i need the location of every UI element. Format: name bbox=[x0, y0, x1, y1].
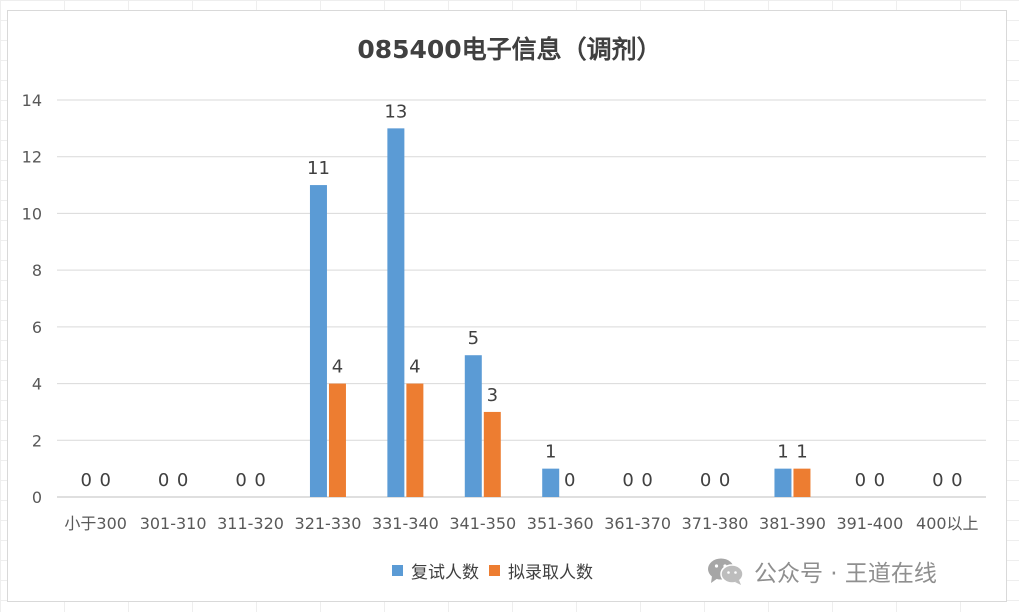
data-label: 0 bbox=[874, 470, 885, 491]
chart-legend: 复试人数 拟录取人数 bbox=[392, 558, 593, 583]
x-tick-label: 341-350 bbox=[449, 514, 516, 533]
y-tick-label: 10 bbox=[22, 204, 42, 223]
data-label: 0 bbox=[235, 470, 246, 491]
x-tick-label: 381-390 bbox=[759, 514, 826, 533]
watermark: 公众号 · 王道在线 bbox=[706, 554, 937, 588]
data-label: 11 bbox=[307, 158, 330, 179]
data-label: 0 bbox=[254, 470, 265, 491]
data-label: 0 bbox=[700, 470, 711, 491]
legend-label-series-2: 拟录取人数 bbox=[508, 563, 593, 583]
bar-series-2 bbox=[406, 383, 424, 497]
y-tick-label: 14 bbox=[22, 91, 42, 110]
data-label: 0 bbox=[622, 470, 633, 491]
data-label: 4 bbox=[332, 357, 343, 378]
chart-area[interactable] bbox=[7, 10, 1007, 602]
data-label: 0 bbox=[951, 470, 962, 491]
bar-series-1 bbox=[387, 128, 405, 497]
y-tick-label: 2 bbox=[32, 431, 42, 450]
legend-swatch-series-1 bbox=[392, 565, 403, 576]
data-label: 0 bbox=[641, 470, 652, 491]
data-label: 0 bbox=[99, 470, 110, 491]
data-label: 3 bbox=[487, 385, 498, 406]
bar-series-2 bbox=[328, 383, 346, 497]
y-tick-label: 8 bbox=[32, 261, 42, 280]
y-tick-label: 6 bbox=[32, 318, 42, 337]
bar-series-1 bbox=[542, 468, 560, 497]
y-tick-label: 4 bbox=[32, 375, 42, 394]
data-label: 13 bbox=[384, 101, 407, 122]
data-label: 0 bbox=[932, 470, 943, 491]
wechat-icon bbox=[708, 558, 744, 585]
x-tick-label: 371-380 bbox=[682, 514, 749, 533]
data-label: 5 bbox=[468, 328, 479, 349]
x-tick-label: 400以上 bbox=[916, 514, 979, 533]
data-label: 0 bbox=[564, 470, 575, 491]
x-tick-label: 321-330 bbox=[295, 514, 362, 533]
data-label: 4 bbox=[409, 357, 420, 378]
x-tick-label: 311-320 bbox=[217, 514, 284, 533]
x-tick-label: 小于300 bbox=[64, 514, 127, 533]
legend-swatch-series-2 bbox=[489, 565, 500, 576]
data-label: 0 bbox=[719, 470, 730, 491]
x-tick-label: 361-370 bbox=[604, 514, 671, 533]
data-label: 0 bbox=[158, 470, 169, 491]
x-tick-label: 331-340 bbox=[372, 514, 439, 533]
y-tick-label: 0 bbox=[32, 488, 42, 507]
chart-title: 085400电子信息（调剂） bbox=[357, 35, 662, 64]
legend-item-series-2: 拟录取人数 bbox=[489, 558, 593, 583]
x-tick-label: 391-400 bbox=[836, 514, 903, 533]
data-label: 1 bbox=[777, 442, 788, 463]
y-tick-label: 12 bbox=[22, 148, 42, 167]
bar-series-2 bbox=[793, 468, 811, 497]
bar-series-1 bbox=[464, 355, 482, 497]
bar-series-1 bbox=[309, 185, 327, 498]
legend-label-series-1: 复试人数 bbox=[411, 563, 479, 583]
bar-series-1 bbox=[774, 468, 792, 497]
x-tick-label: 301-310 bbox=[140, 514, 207, 533]
bar-series-2 bbox=[483, 411, 501, 497]
data-label: 0 bbox=[177, 470, 188, 491]
x-tick-label: 351-360 bbox=[527, 514, 594, 533]
data-label: 1 bbox=[545, 442, 556, 463]
data-label: 1 bbox=[796, 442, 807, 463]
data-label: 0 bbox=[855, 470, 866, 491]
legend-item-series-1: 复试人数 bbox=[392, 558, 479, 583]
watermark-text: 公众号 · 王道在线 bbox=[754, 561, 937, 587]
data-label: 0 bbox=[80, 470, 91, 491]
